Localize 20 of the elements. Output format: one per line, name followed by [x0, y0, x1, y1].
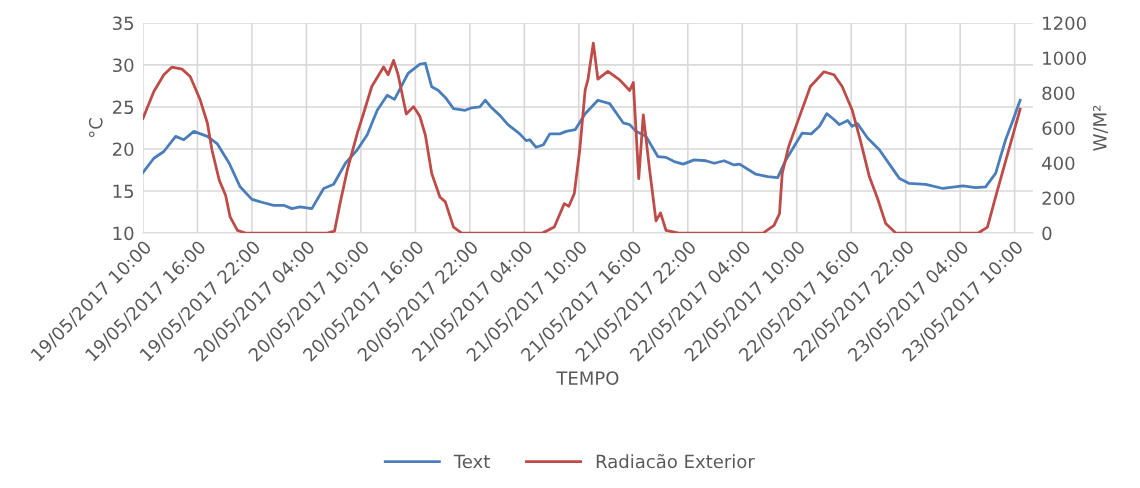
y-tick-label: 35 — [113, 16, 134, 31]
legend-label: Text — [453, 454, 490, 469]
y-tick-label: 25 — [112, 100, 134, 115]
y2-tick-label: 600 — [1042, 121, 1075, 136]
y-axis-title: °C — [88, 118, 103, 138]
y2-tick-label: 0 — [1042, 226, 1052, 241]
y-tick-label: 30 — [113, 58, 134, 73]
line-series — [142, 41, 1022, 234]
y-tick-label: 10 — [113, 226, 134, 241]
y2-tick-label: 1000 — [1043, 51, 1086, 66]
line-series — [142, 61, 1022, 211]
y2-tick-label: 400 — [1042, 156, 1075, 171]
y-tick-label: 20 — [112, 142, 134, 157]
y2-axis-title: W/M² — [1093, 105, 1109, 151]
y2-tick-label: 200 — [1042, 191, 1075, 206]
y2-tick-label: 1200 — [1043, 16, 1086, 31]
y2-tick-label: 800 — [1042, 86, 1075, 101]
x-axis-title: TEMPO — [556, 371, 619, 385]
y-tick-label: 15 — [113, 184, 134, 199]
legend-label: Radiacão Exterior — [596, 453, 755, 469]
